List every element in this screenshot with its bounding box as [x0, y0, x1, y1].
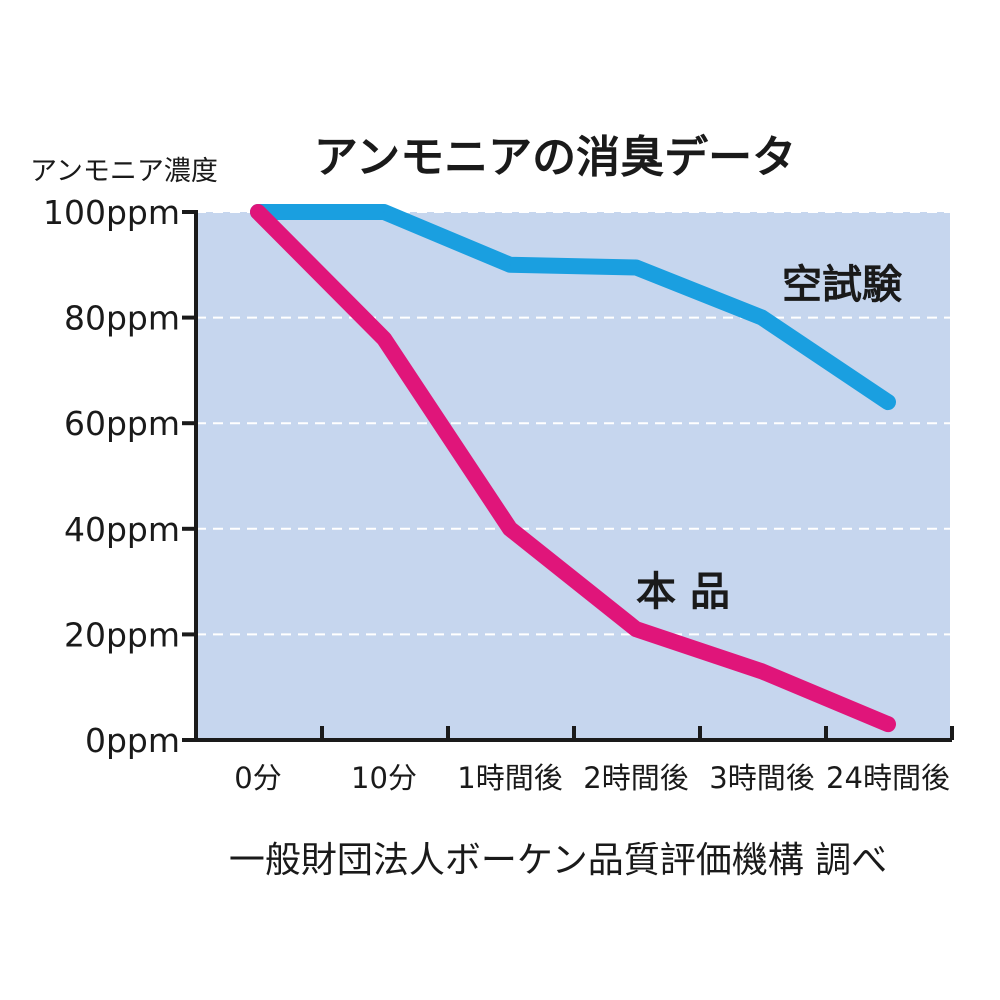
y-tick-label: 20ppm: [64, 615, 180, 654]
x-tick-label: 3時間後: [709, 761, 814, 795]
x-tick-label: 10分: [351, 761, 417, 795]
x-tick-label: 0分: [234, 761, 281, 795]
series-label-product: 本 品: [636, 569, 730, 615]
data-point: [635, 266, 637, 269]
series-line-1: [250, 204, 896, 733]
data-point: [761, 316, 763, 319]
data-point: [635, 628, 637, 631]
data-point: [509, 527, 511, 530]
x-tick-label: 2時間後: [583, 761, 688, 795]
source-note: 一般財団法人ボーケン品質評価機構 調べ: [229, 840, 887, 881]
x-tick-label: 24時間後: [826, 761, 950, 795]
y-axis-label: アンモニア濃度: [30, 156, 218, 187]
data-point: [257, 211, 259, 213]
data-point: [887, 723, 889, 726]
y-tick-label: 100ppm: [43, 193, 180, 232]
data-point: [383, 337, 385, 340]
series-line-0: [250, 204, 896, 411]
chart-title: アンモニアの消臭データ: [314, 132, 796, 183]
plot-background: [196, 212, 950, 740]
data-point: [761, 670, 763, 673]
y-tick-label: 40ppm: [64, 510, 180, 549]
y-tick-label: 80ppm: [64, 299, 180, 338]
data-point: [887, 401, 889, 404]
data-point: [383, 211, 385, 213]
series-label-blank-test: 空試験: [782, 262, 903, 308]
y-tick-label: 60ppm: [64, 404, 180, 443]
x-tick-label: 1時間後: [457, 761, 562, 795]
y-tick-label: 0ppm: [85, 721, 180, 760]
data-point: [509, 263, 511, 266]
